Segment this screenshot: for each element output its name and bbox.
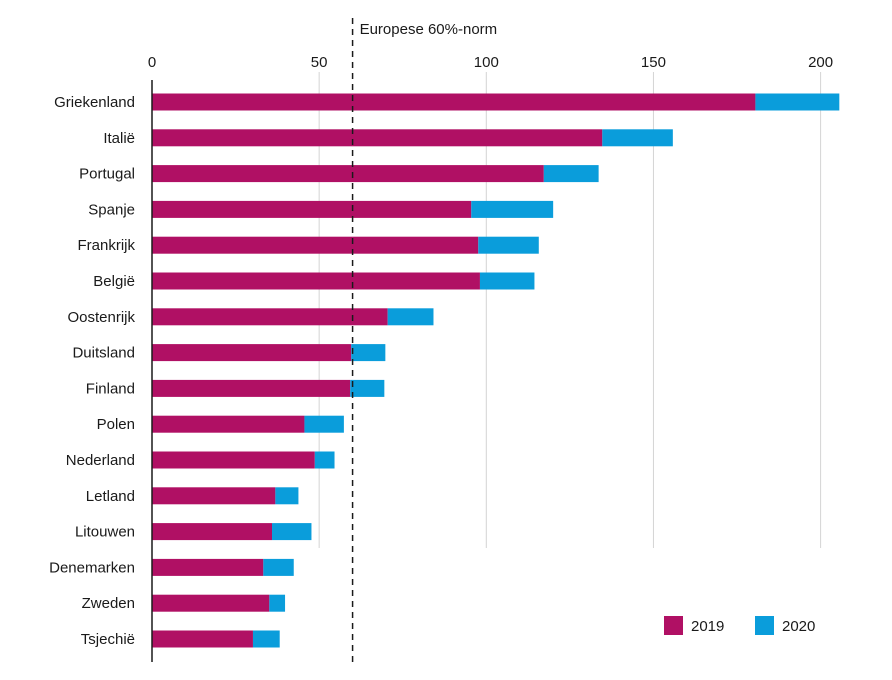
- bar-2020-griekenland: [755, 93, 840, 111]
- legend-swatch-2019: [664, 616, 683, 635]
- legend-swatch-2020: [755, 616, 774, 635]
- bar-2019-polen: [152, 415, 305, 433]
- category-label: Denemarken: [49, 559, 135, 576]
- bar-2019-oostenrijk: [152, 308, 388, 326]
- category-label: Italië: [103, 130, 135, 147]
- bar-2019-griekenland: [152, 93, 756, 111]
- bar-2019-spanje: [152, 200, 472, 218]
- bar-2019-portugal: [152, 165, 544, 183]
- bar-2020-nederland: [314, 451, 335, 469]
- category-label: Griekenland: [54, 94, 135, 111]
- bar-2020-belgië: [479, 272, 535, 290]
- bar-2019-finland: [152, 379, 351, 397]
- category-label: Polen: [97, 416, 135, 433]
- category-label: Oostenrijk: [67, 309, 135, 326]
- category-label: Spanje: [88, 201, 135, 218]
- bar-2019-tsjechië: [152, 630, 253, 648]
- bar-2020-italië: [602, 129, 673, 147]
- x-tick-label-50: 50: [311, 54, 328, 71]
- category-label: Portugal: [79, 166, 135, 183]
- legend: 2019 2020: [664, 616, 815, 635]
- category-label: Tsjechië: [81, 631, 135, 648]
- bar-2020-duitsland: [351, 344, 386, 362]
- bar-2020-tsjechië: [252, 630, 280, 648]
- x-axis-ticks: 0 50 100 150 200: [148, 54, 833, 71]
- category-label: België: [93, 273, 135, 290]
- legend-label-2020: 2020: [782, 618, 815, 635]
- bar-2019-zweden: [152, 594, 270, 612]
- category-label: Zweden: [82, 595, 135, 612]
- category-label: Nederland: [66, 452, 135, 469]
- bar-2020-denemarken: [263, 558, 294, 576]
- bar-2019-denemarken: [152, 558, 264, 576]
- bar-2020-spanje: [471, 200, 554, 218]
- bar-2020-letland: [275, 487, 299, 505]
- x-tick-label-100: 100: [474, 54, 499, 71]
- bar-2019-litouwen: [152, 523, 273, 541]
- bar-2020-litouwen: [272, 523, 312, 541]
- category-label: Letland: [86, 488, 135, 505]
- bar-2020-portugal: [543, 165, 599, 183]
- category-label: Frankrijk: [77, 237, 135, 254]
- bar-2020-finland: [350, 379, 385, 397]
- bar-2019-italië: [152, 129, 603, 147]
- x-tick-label-200: 200: [808, 54, 833, 71]
- bar-2020-polen: [304, 415, 344, 433]
- reference-line-group: Europese 60%-norm: [351, 18, 498, 666]
- bar-2019-belgië: [152, 272, 480, 290]
- category-label: Finland: [86, 380, 135, 397]
- bar-2019-letland: [152, 487, 276, 505]
- bars: [152, 93, 840, 648]
- x-tick-label-0: 0: [148, 54, 156, 71]
- bar-2019-duitsland: [152, 344, 352, 362]
- bar-2020-frankrijk: [478, 236, 539, 254]
- category-label: Duitsland: [72, 345, 135, 362]
- reference-line-label: Europese 60%-norm: [360, 21, 498, 38]
- legend-label-2019: 2019: [691, 618, 724, 635]
- bar-2019-frankrijk: [152, 236, 479, 254]
- bar-2020-oostenrijk: [387, 308, 434, 326]
- bar-2020-zweden: [269, 594, 286, 612]
- x-tick-label-150: 150: [641, 54, 666, 71]
- y-axis-labels: Griekenland Italië Portugal Spanje Frankrijk…: [49, 94, 135, 648]
- bar-2019-nederland: [152, 451, 315, 469]
- category-label: Litouwen: [75, 524, 135, 541]
